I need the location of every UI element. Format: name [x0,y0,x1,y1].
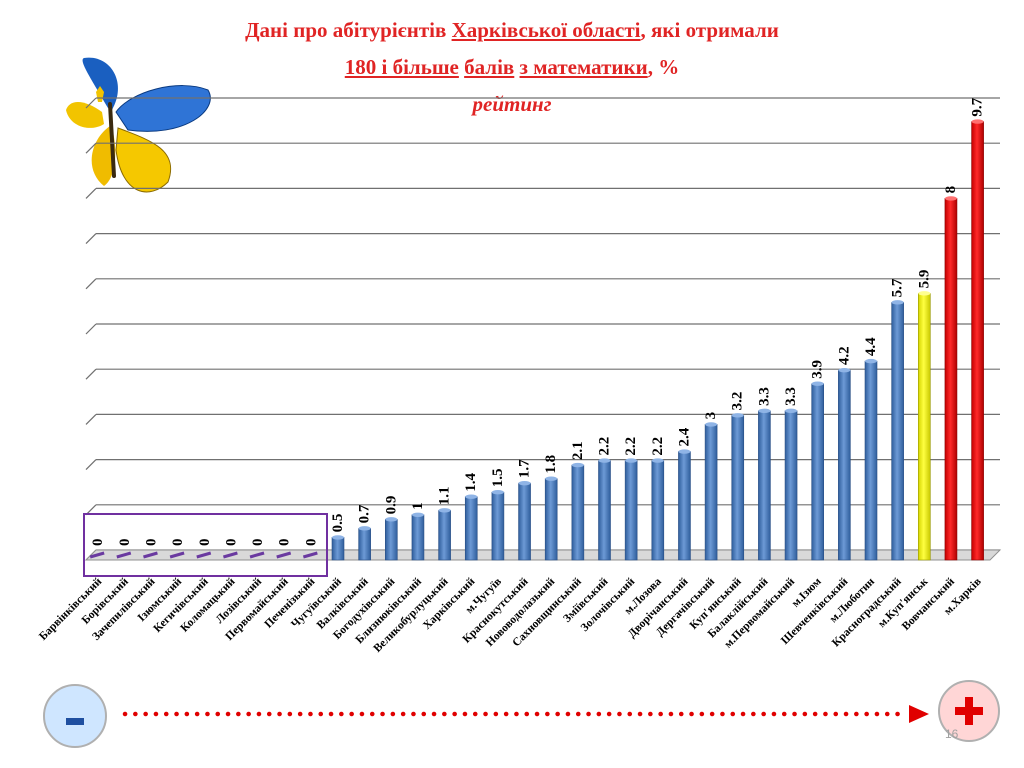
bars [89,119,984,561]
bar [249,551,265,559]
zero-group-frame [83,513,328,577]
data-label: 0 [117,539,133,547]
data-label: 0.7 [357,504,373,523]
gridline-tick [85,278,97,290]
data-label: 3 [703,412,719,420]
data-label: 0 [170,539,186,547]
bar [971,119,984,561]
minus-button[interactable] [43,684,107,748]
bar [464,494,478,561]
data-label: 1.1 [437,487,453,506]
category-labels: БарвінківськийБорівськийЗачепилівськийІз… [37,575,984,654]
data-label: 2.1 [570,441,586,460]
page-number: 16 [945,727,959,741]
data-label: 3.2 [730,392,746,411]
bar [518,480,531,561]
gridline-tick [85,233,97,245]
chart-title-line2: 180 і більше балів з математики, % [344,55,680,79]
gridline-tick [85,413,97,425]
gridline-tick [85,368,97,380]
bar [624,458,638,561]
gridline-tick [85,323,97,335]
bar [571,462,585,561]
data-label: 1.7 [517,459,533,478]
plus-button[interactable] [938,680,1000,742]
bar [704,422,718,561]
data-label: 8 [943,186,959,194]
data-label: 9.7 [970,97,986,116]
gridlines [84,97,1002,561]
data-label: 3.9 [810,360,826,379]
bar [784,408,798,561]
data-label: 1.8 [543,455,559,474]
gridline-tick [85,142,97,154]
value-labels: 0 0 0 0 0 0 0 0 0 0.5 0.7 0.9 1 1.1 1.4 1.5 1.7 1.8 2.1 2.2… [90,97,985,546]
bar [302,551,318,559]
bar [864,358,878,561]
data-label: 5.9 [916,270,932,289]
bar [358,526,371,561]
data-label: 1.4 [463,472,479,491]
bar [678,449,691,561]
chart-subtitle: рейтинг [472,92,552,116]
data-label: 1 [410,502,426,510]
data-label: 0 [197,539,213,547]
chart-floor [84,549,1002,561]
bar [143,551,158,559]
bar [438,508,451,561]
bar [598,458,611,561]
bar [944,196,958,561]
data-label: 4.2 [836,346,852,365]
data-label: 2.2 [623,437,639,456]
data-label: 2.2 [650,437,666,456]
bar [196,551,212,559]
bar [89,551,105,559]
gridline-tick [85,97,97,109]
bar [331,535,345,561]
direction-arrow [122,705,929,723]
bar [411,512,425,561]
bar [222,551,238,559]
bar [116,551,132,559]
data-label: 0 [143,539,159,547]
data-label: 2.2 [597,437,613,456]
data-label: 5.7 [890,278,906,297]
data-label: 2.4 [676,427,692,446]
bar [651,458,665,561]
data-label: 4.4 [863,337,879,356]
bar [731,413,745,561]
data-label: 3.3 [756,387,772,406]
gridline-tick [85,459,97,471]
data-label: 0 [223,539,239,547]
data-label: 0 [90,539,106,547]
data-label: 0.5 [330,514,346,533]
bar [917,291,931,561]
data-label: 0.9 [383,496,399,515]
gridline-tick [85,187,97,199]
data-label: 3.3 [783,387,799,406]
data-label: 0 [303,539,319,547]
bar [811,381,825,561]
data-label: 0 [277,539,293,547]
data-label: 1.5 [490,468,506,487]
bar [276,551,292,559]
bar [169,551,185,559]
bar [838,367,851,561]
data-label: 0 [250,539,266,547]
bar [891,300,904,561]
butterfly-icon [66,57,211,193]
bar [384,517,398,561]
bar [544,476,558,561]
bar [491,490,505,561]
bar [758,408,771,561]
chart-title-line1: Дані про абітурієнтів Харківської област… [245,18,779,42]
